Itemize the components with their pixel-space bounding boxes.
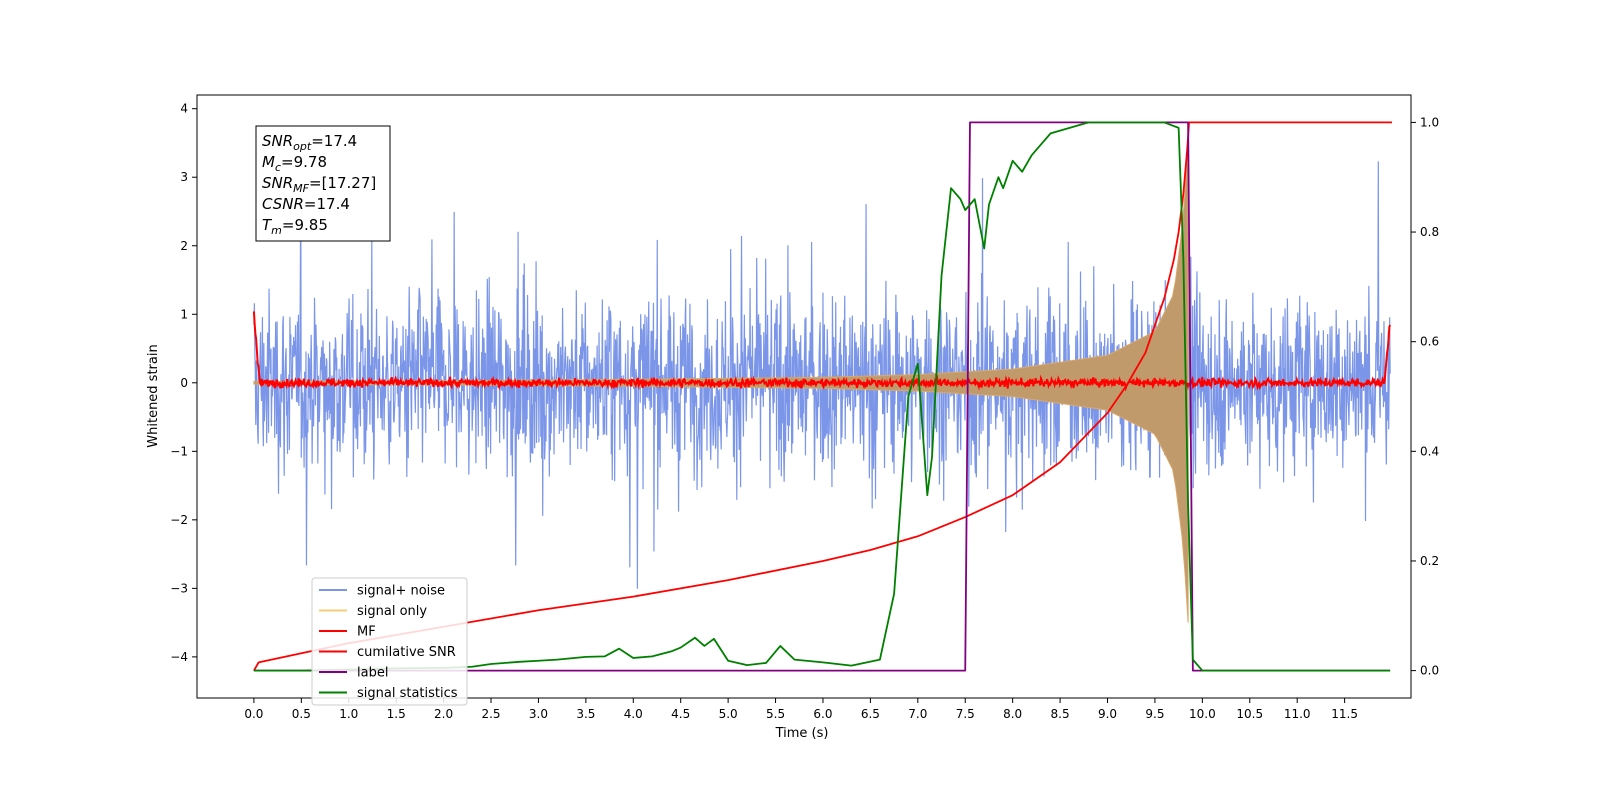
x-tick-label: 6.0 [813,707,832,721]
plot-area [252,121,1393,672]
y2-tick-label: 0.2 [1420,554,1439,568]
info-box-frame [255,125,391,242]
x-tick-label: 6.5 [861,707,880,721]
x-tick-label: 8.5 [1051,707,1070,721]
y2-tick-label: 0.0 [1420,664,1439,678]
x-tick-label: 9.5 [1145,707,1164,721]
x-tick-label: 11.5 [1331,707,1358,721]
legend-label: signal statistics [357,686,458,701]
y2-tick-label: 0.8 [1420,225,1439,239]
info-line: CSNR=17.4 [262,195,350,213]
info-line: SNRMF=[17.27] [262,174,376,195]
x-tick-label: 3.0 [529,707,548,721]
info-line: Tm=9.85 [262,216,328,237]
y2-tick-label: 1.0 [1420,115,1439,129]
x-tick-label: 0.0 [244,707,263,721]
x-tick-label: 2.0 [434,707,453,721]
y2-tick-label: 0.4 [1420,444,1439,458]
legend-label: signal+ noise [357,584,445,599]
series-cumulative-snr-line [253,121,1393,672]
x-axis: 0.0 0.5 1.0 1.5 2.0 2.5 3.0 3.5 4.0 4.5 5.0 5.5 6.0 6… [244,698,1358,721]
y-tick-label: 4 [180,102,188,116]
y2-tick-label: 0.6 [1420,335,1439,349]
legend-label: MF [357,625,376,640]
axes-frame [196,94,1412,699]
y-tick-label: −2 [170,513,188,527]
info-line: Mc=9.78 [262,153,327,174]
legend-label: cumilative SNR [357,645,456,660]
y-tick-label: 2 [180,239,188,253]
x-tick-label: 10.0 [1189,707,1216,721]
x-tick-label: 11.0 [1284,707,1311,721]
legend-label: signal only [357,604,427,619]
x-tick-label: 1.0 [339,707,358,721]
y-tick-label: −1 [170,444,188,458]
y-tick-label: 3 [180,170,188,184]
y-axis-label: Whitened strain [146,344,161,447]
series-signal-noise-line [253,161,1391,589]
y-tick-label: −4 [170,650,188,664]
x-tick-label: 5.5 [766,707,785,721]
x-tick-label: 9.0 [1098,707,1117,721]
x-tick-label: 0.5 [292,707,311,721]
y-tick-label: 0 [180,376,188,390]
legend-label: label [357,666,388,681]
legend: signal+ noise signal only MF cumilative SNR… [311,577,468,706]
series-signal-statistics-line [253,121,1391,672]
legend-frame [311,577,468,706]
x-tick-label: 7.0 [908,707,927,721]
x-tick-label: 8.0 [1003,707,1022,721]
x-tick-label: 3.5 [576,707,595,721]
y-axis-right: 0.0 0.2 0.4 0.6 0.8 1.0 [1411,115,1439,678]
info-box: SNRopt=17.4Mc=9.78SNRMF=[17.27]CSNR=17.4… [255,125,391,242]
x-tick-label: 7.5 [956,707,975,721]
x-tick-label: 1.5 [387,707,406,721]
x-tick-label: 5.0 [719,707,738,721]
y-axis-left: −4 −3 −2 −1 0 1 2 3 4 [170,102,197,664]
y-tick-label: −3 [170,581,188,595]
info-line: SNRopt=17.4 [262,132,357,153]
x-axis-label: Time (s) [775,726,829,741]
x-tick-label: 4.5 [671,707,690,721]
x-tick-label: 2.5 [481,707,500,721]
y-tick-label: 1 [180,307,188,321]
series-mf-line [252,311,1392,392]
x-tick-label: 10.5 [1236,707,1263,721]
x-tick-label: 4.0 [624,707,643,721]
